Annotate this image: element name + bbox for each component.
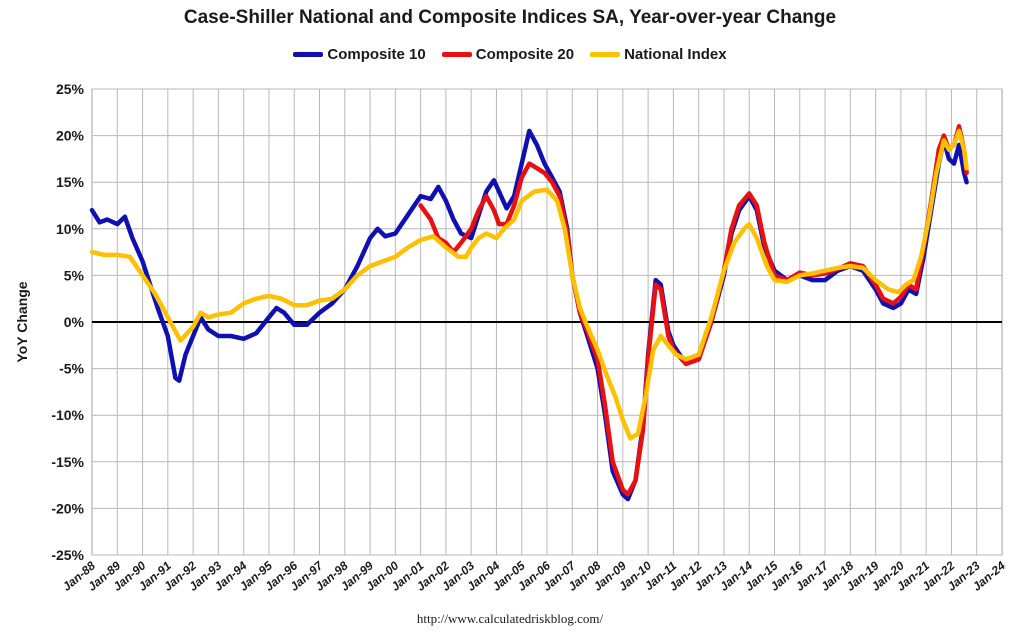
y-axis-label: YoY Change: [14, 281, 30, 362]
y-tick-label: 25%: [56, 81, 85, 97]
source-url: http://www.calculatedriskblog.com/: [416, 611, 604, 626]
y-tick-label: -5%: [59, 361, 84, 377]
y-tick-label: -25%: [51, 547, 84, 563]
series-line-composite-20: [418, 124, 969, 497]
y-tick-label: -15%: [51, 454, 84, 470]
y-tick-label: 0%: [64, 314, 85, 330]
legend-label-composite-20: Composite 20: [475, 46, 575, 63]
y-tick-label: 10%: [56, 221, 85, 237]
legend-item-composite-20: Composite 20: [441, 46, 575, 63]
legend-label-national-index: National Index: [624, 46, 727, 63]
chart-title: Case-Shiller National and Composite Indi…: [183, 7, 837, 28]
legend-swatch-composite-20: [441, 52, 472, 57]
y-tick-label: -20%: [51, 500, 84, 516]
legend-swatch-composite-10: [293, 52, 324, 57]
series-line-national-index: [89, 128, 969, 441]
y-tick-label: -10%: [51, 407, 84, 423]
legend-swatch-national-index: [590, 52, 621, 57]
y-tick-label: 5%: [64, 267, 85, 283]
y-tick-label: 20%: [56, 128, 85, 144]
chart-legend: Composite 10 Composite 20 National Index: [0, 46, 1020, 63]
legend-item-national-index: National Index: [590, 46, 727, 63]
legend-label-composite-10: Composite 10: [327, 46, 426, 63]
legend-item-composite-10: Composite 10: [293, 46, 426, 63]
y-tick-label: 15%: [56, 174, 85, 190]
